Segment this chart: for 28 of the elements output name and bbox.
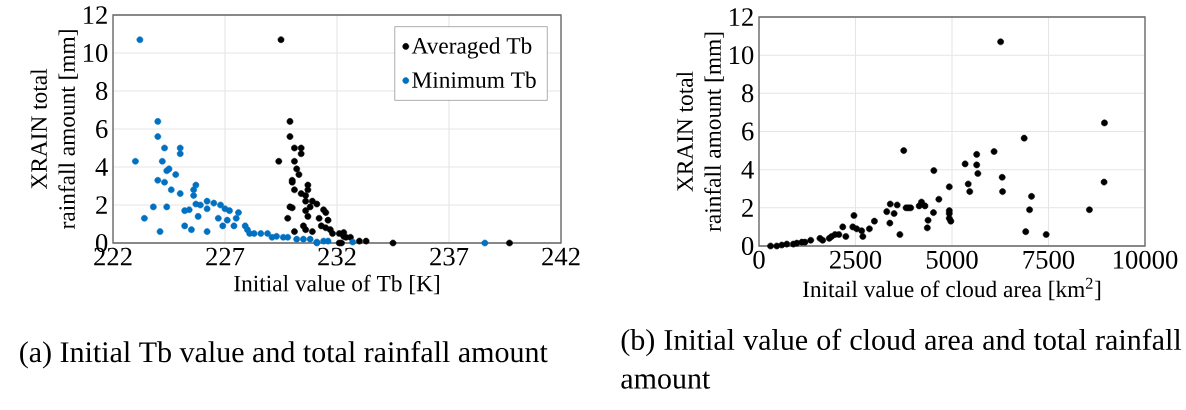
y-tick-label: 12: [729, 8, 753, 26]
y-tick-label: 6: [96, 120, 108, 138]
x-tick-label: 10000: [1114, 250, 1178, 269]
x-tick-label: 242: [542, 247, 580, 266]
x-tick-label: 7500: [1023, 250, 1075, 269]
y-tick-label: 2: [742, 199, 753, 217]
x-axis-title: Initail value of cloud area [km$^{2}$]: [802, 277, 1101, 301]
y-tick-label: 10: [83, 44, 108, 62]
y-tick-label: 8: [95, 82, 108, 100]
legend-label: Averaged Tb: [411, 37, 532, 59]
y-tick-label: 8: [741, 84, 754, 103]
text: (a) Initial Tb value and total rainfall amount: [20, 340, 548, 369]
y-tick-label: 6: [742, 122, 754, 141]
y-tick-label: 10: [729, 46, 754, 65]
x-axis-title: Initial value of Tb [K]: [234, 274, 439, 295]
text: (b) Initial value of cloud area and total rainfall amount: [621, 328, 1182, 389]
x-tick-label: 5000: [926, 250, 978, 269]
y-tick-label: 4: [95, 158, 108, 176]
x-tick-label: 237: [430, 247, 469, 266]
x-tick-label: 2500: [830, 250, 882, 269]
y-tick-label: 4: [741, 160, 754, 179]
y-axis-title: XRAIN total rainfall amount [mm]: [676, 32, 724, 232]
x-tick-label: 227: [206, 247, 245, 266]
legend-label: Minimum Tb: [412, 71, 536, 88]
x-tick-label: 232: [318, 247, 356, 266]
y-axis-title: XRAIN total rainfall amount [mm]: [30, 30, 78, 229]
y-tick-label: 2: [96, 196, 107, 214]
y-tick-label: 12: [83, 6, 107, 24]
